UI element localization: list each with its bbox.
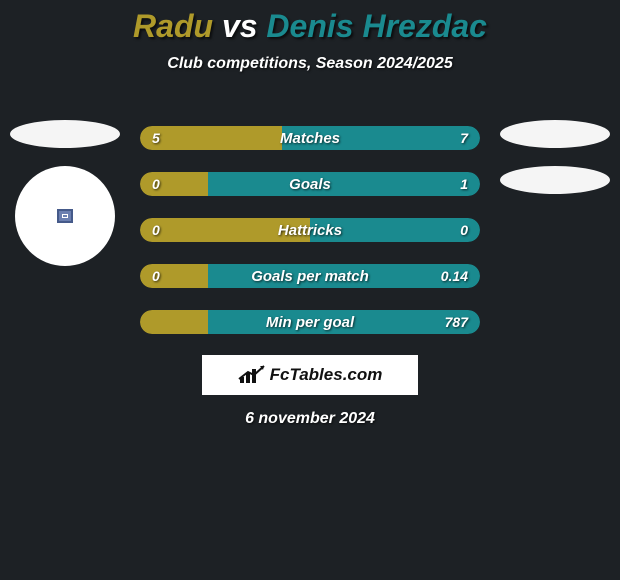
page-title: Radu vs Denis Hrezdac: [0, 0, 620, 45]
player1-avatar-placeholder: [15, 166, 115, 266]
right-player-badges: [490, 120, 620, 194]
player2-avatar-placeholder: [500, 166, 610, 194]
bar-segment-left: [140, 310, 208, 334]
bar-segment-right: [208, 310, 480, 334]
title-player1: Radu: [133, 8, 213, 44]
bar-segment-right: [310, 218, 480, 242]
bar-segment-right: [282, 126, 480, 150]
title-vs: vs: [213, 8, 266, 44]
footer-date: 6 november 2024: [0, 410, 620, 428]
stat-bar: Matches57: [140, 126, 480, 150]
bar-segment-left: [140, 218, 310, 242]
image-icon: [57, 209, 73, 223]
player2-name-placeholder: [500, 120, 610, 148]
stat-bar: Goals per match00.14: [140, 264, 480, 288]
title-player2: Denis Hrezdac: [266, 8, 487, 44]
bar-segment-right: [208, 172, 480, 196]
left-player-badges: [0, 120, 130, 266]
bar-segment-left: [140, 126, 282, 150]
stat-bar: Min per goal787: [140, 310, 480, 334]
bar-chart-icon: [238, 365, 266, 385]
stat-bar: Goals01: [140, 172, 480, 196]
footer-logo-text: FcTables.com: [270, 365, 383, 385]
comparison-bars: Matches57 Goals01 Hattricks00 Goals per mat…: [140, 126, 480, 334]
bar-segment-left: [140, 264, 208, 288]
footer-logo: FcTables.com: [202, 355, 418, 395]
player1-name-placeholder: [10, 120, 120, 148]
bar-segment-left: [140, 172, 208, 196]
subtitle: Club competitions, Season 2024/2025: [0, 55, 620, 73]
bar-segment-right: [208, 264, 480, 288]
stat-bar: Hattricks00: [140, 218, 480, 242]
